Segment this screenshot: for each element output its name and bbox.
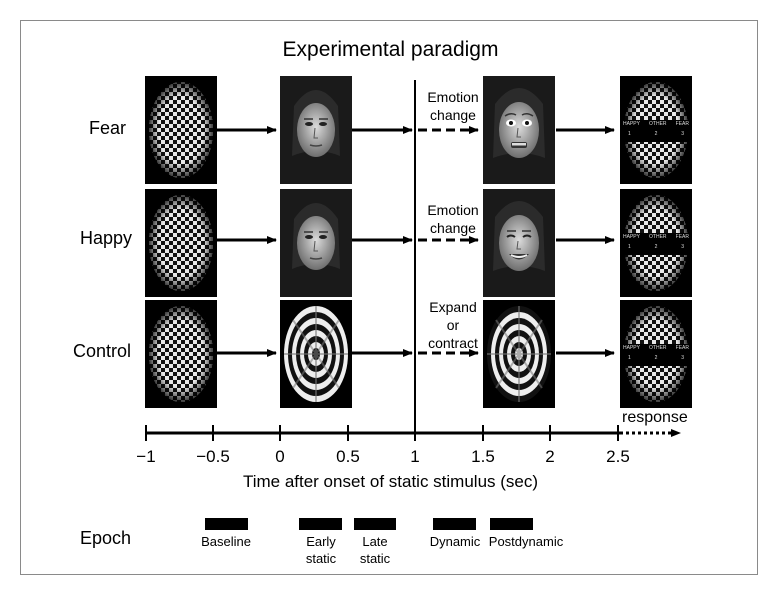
response-options: HAPPY OTHER FEAR — [623, 345, 689, 351]
tick-label: 2 — [545, 447, 555, 466]
row-label-control: Control — [73, 341, 132, 361]
checkerboard-stimulus — [145, 189, 217, 297]
epoch-label-late-static: Late static — [359, 534, 391, 566]
tick-label: 0.5 — [336, 447, 360, 466]
tick-label: 1.5 — [471, 447, 495, 466]
neutral-face-image — [280, 189, 352, 297]
row-label-fear: Fear — [89, 118, 127, 138]
tick-label: −1 — [136, 447, 156, 466]
response-options: HAPPY OTHER FEAR — [623, 121, 689, 127]
tick-label: 2.5 — [606, 447, 630, 466]
annotation-control: Expand or contract — [428, 299, 478, 351]
checkerboard-stimulus — [145, 300, 217, 408]
response-options: HAPPY OTHER FEAR — [623, 234, 689, 240]
checkerboard-stimulus — [145, 76, 217, 184]
response-label: response — [622, 409, 688, 426]
annotation-fear: Emotion change — [427, 89, 479, 123]
epoch-label-early-static: Early static — [305, 534, 337, 566]
epoch-bar-dynamic — [433, 518, 476, 530]
epoch-label-dynamic: Dynamic — [429, 534, 481, 549]
tick-label: 0 — [275, 447, 285, 466]
onset-vertical-line — [414, 80, 416, 438]
radial-pattern-stimulus — [280, 300, 352, 408]
x-axis-label: Time after onset of static stimulus (sec… — [242, 472, 539, 491]
annotation-happy: Emotion change — [427, 202, 479, 236]
epoch-bar-postdynamic — [490, 518, 533, 530]
smiling-face-image — [483, 189, 555, 297]
row-label-happy: Happy — [80, 228, 133, 248]
tick-label: 1 — [410, 447, 420, 466]
figure-frame — [20, 20, 758, 575]
epoch-label: Epoch — [80, 528, 132, 548]
epoch-label-baseline: Baseline — [201, 534, 251, 549]
tick-label: −0.5 — [196, 447, 230, 466]
epoch-bar-early-static — [299, 518, 342, 530]
radial-pattern-stimulus — [483, 300, 555, 408]
epoch-label-postdynamic: Postdynamic — [488, 534, 564, 549]
neutral-face-image — [280, 76, 352, 184]
fearful-face-image — [483, 76, 555, 184]
epoch-bar-late-static — [354, 518, 396, 530]
figure-title: Experimental paradigm — [282, 38, 499, 61]
epoch-bar-baseline — [205, 518, 248, 530]
